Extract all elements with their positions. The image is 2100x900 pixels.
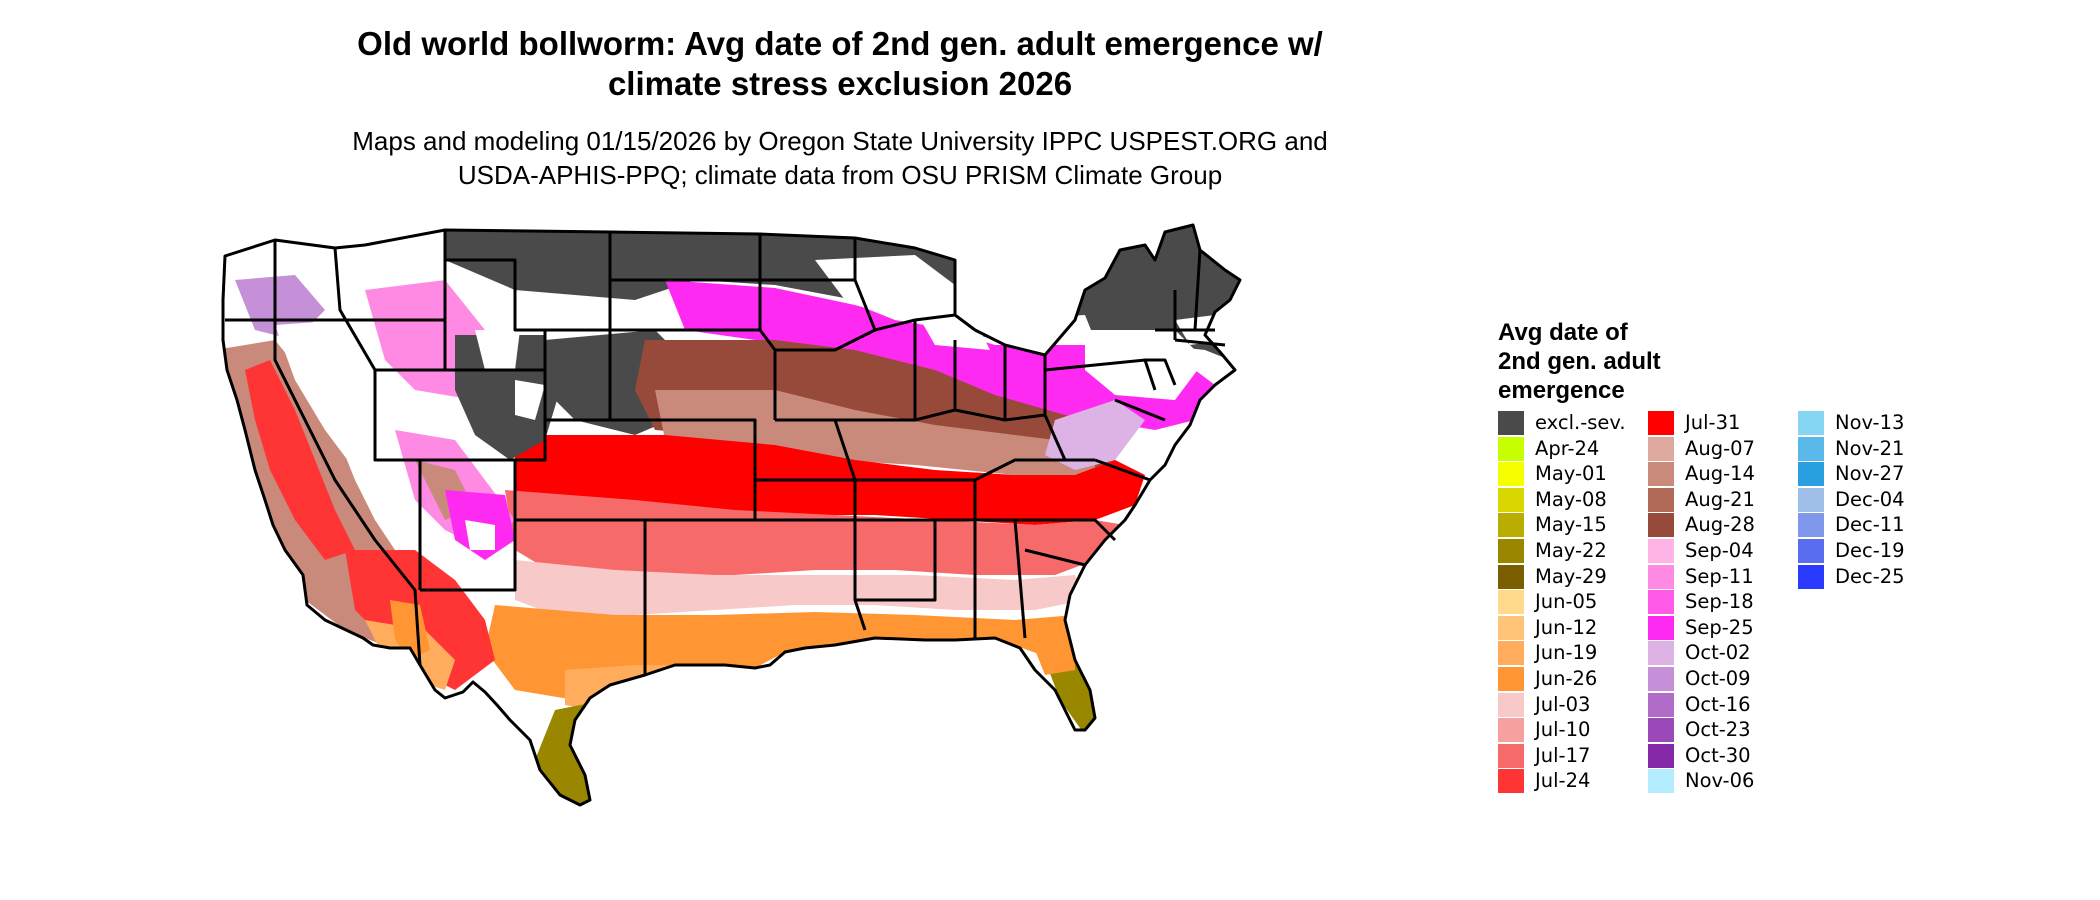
legend-swatch bbox=[1648, 513, 1674, 538]
us-emergence-map bbox=[221, 223, 1242, 807]
legend-label: Jul-31 bbox=[1685, 411, 1741, 434]
legend-label: Jul-03 bbox=[1535, 692, 1591, 716]
legend-swatch bbox=[1648, 487, 1674, 512]
legend-swatch bbox=[1798, 487, 1824, 512]
map-subtitle-line-2: USDA-APHIS-PPQ; climate data from OSU PR… bbox=[457, 160, 1223, 190]
legend-label: May-15 bbox=[1535, 513, 1607, 537]
legend-swatch bbox=[1648, 743, 1674, 768]
legend-swatch bbox=[1498, 462, 1524, 487]
map-title-line-1: Old world bollworm: Avg date of 2nd gen.… bbox=[357, 25, 1323, 62]
legend-label: Dec-25 bbox=[1835, 564, 1905, 588]
legend-title-line-1: Avg date of bbox=[1498, 319, 1628, 346]
legend-swatch bbox=[1498, 666, 1524, 691]
legend-label: Aug-21 bbox=[1685, 487, 1755, 511]
legend-label: Sep-25 bbox=[1685, 615, 1754, 639]
legend-label: May-01 bbox=[1535, 462, 1607, 486]
legend-label: Sep-18 bbox=[1685, 590, 1754, 614]
legend-swatch bbox=[1648, 411, 1674, 435]
legend-swatch bbox=[1648, 718, 1674, 743]
legend-swatch bbox=[1648, 769, 1674, 794]
legend-label: Sep-11 bbox=[1685, 564, 1754, 588]
legend-swatch bbox=[1498, 538, 1524, 563]
legend-title: Avg date of 2nd gen. adult emergence bbox=[1498, 318, 1738, 405]
legend-swatch bbox=[1498, 590, 1524, 615]
legend-title-line-2: 2nd gen. adult bbox=[1498, 348, 1661, 375]
legend-label: Nov-21 bbox=[1835, 436, 1905, 460]
legend-swatch bbox=[1498, 641, 1524, 666]
legend-title-line-3: emergence bbox=[1498, 377, 1625, 404]
legend-swatch bbox=[1798, 513, 1824, 538]
legend-label: Nov-27 bbox=[1835, 462, 1905, 486]
legend-label: Jul-17 bbox=[1535, 743, 1591, 767]
legend-label: Apr-24 bbox=[1535, 436, 1600, 460]
legend-label: Aug-07 bbox=[1685, 436, 1755, 460]
legend-swatch bbox=[1648, 641, 1674, 666]
legend-swatch bbox=[1498, 615, 1524, 640]
legend-swatch bbox=[1648, 538, 1674, 563]
legend-swatch bbox=[1798, 462, 1824, 487]
legend-swatch bbox=[1798, 411, 1824, 435]
legend-label: Dec-04 bbox=[1835, 487, 1905, 511]
legend-label: Nov-06 bbox=[1685, 769, 1755, 793]
legend-label: Oct-09 bbox=[1685, 666, 1751, 690]
legend-label: Jun-26 bbox=[1535, 666, 1598, 690]
legend-label: Aug-28 bbox=[1685, 513, 1755, 537]
map-title: Old world bollworm: Avg date of 2nd gen.… bbox=[300, 24, 1380, 104]
legend-label: Dec-11 bbox=[1835, 513, 1905, 537]
legend-label: Nov-13 bbox=[1835, 411, 1905, 434]
legend-label: excl.-sev. bbox=[1535, 411, 1626, 434]
legend-label: Jul-10 bbox=[1535, 718, 1591, 742]
legend-label: Jul-24 bbox=[1535, 769, 1591, 793]
state-boundaries bbox=[221, 223, 1242, 807]
legend-swatch bbox=[1498, 718, 1524, 743]
legend-swatch bbox=[1648, 590, 1674, 615]
legend-swatch bbox=[1498, 743, 1524, 768]
legend-label: Oct-02 bbox=[1685, 641, 1751, 665]
legend-label: Oct-23 bbox=[1685, 718, 1751, 742]
legend-swatch bbox=[1498, 692, 1524, 717]
legend-label: Jun-12 bbox=[1535, 615, 1598, 639]
legend-label: Sep-04 bbox=[1685, 538, 1754, 562]
legend-swatch bbox=[1648, 436, 1674, 461]
legend-swatch bbox=[1798, 538, 1824, 563]
legend-label: Oct-16 bbox=[1685, 692, 1751, 716]
emergence-bands bbox=[223, 225, 1240, 805]
legend-label: May-29 bbox=[1535, 564, 1607, 588]
legend-swatch bbox=[1648, 564, 1674, 589]
legend-swatch bbox=[1798, 436, 1824, 461]
legend-label: Aug-14 bbox=[1685, 462, 1755, 486]
legend-swatch bbox=[1498, 411, 1524, 435]
legend-swatch bbox=[1498, 769, 1524, 794]
legend-swatch bbox=[1498, 513, 1524, 538]
map-title-line-2: climate stress exclusion 2026 bbox=[607, 65, 1073, 102]
legend-swatch bbox=[1498, 487, 1524, 512]
legend-swatch bbox=[1648, 692, 1674, 717]
legend-label: Dec-19 bbox=[1835, 538, 1905, 562]
legend-swatch bbox=[1648, 462, 1674, 487]
legend-swatch bbox=[1498, 564, 1524, 589]
legend-label: Oct-30 bbox=[1685, 743, 1751, 767]
legend-swatch bbox=[1648, 666, 1674, 691]
legend-label: May-08 bbox=[1535, 487, 1607, 511]
map-subtitle-line-1: Maps and modeling 01/15/2026 by Oregon S… bbox=[352, 126, 1328, 156]
legend-swatch bbox=[1648, 615, 1674, 640]
legend-label: May-22 bbox=[1535, 538, 1607, 562]
map-legend: Avg date of 2nd gen. adult emergence exc… bbox=[1498, 318, 1918, 808]
legend-label: Jun-05 bbox=[1535, 590, 1598, 614]
legend-swatch bbox=[1798, 564, 1824, 589]
map-subtitle: Maps and modeling 01/15/2026 by Oregon S… bbox=[300, 124, 1380, 192]
legend-label: Jun-19 bbox=[1535, 641, 1598, 665]
legend-swatch bbox=[1498, 436, 1524, 461]
